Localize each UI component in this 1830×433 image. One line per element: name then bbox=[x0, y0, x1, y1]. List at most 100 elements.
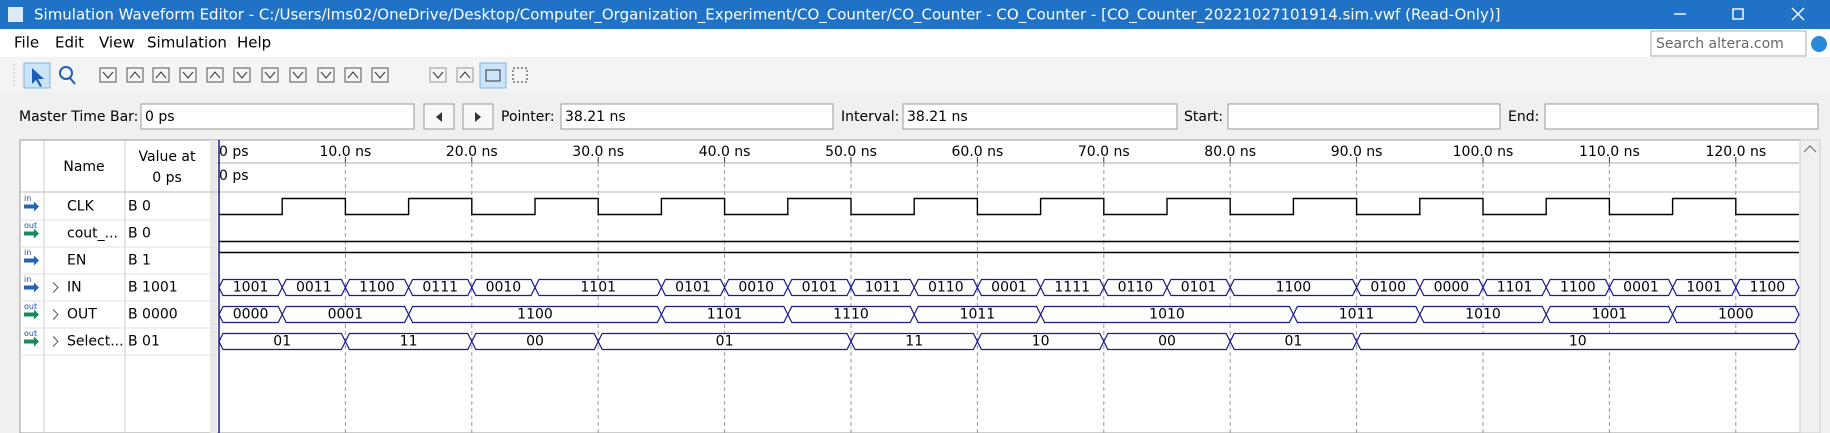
tool-glyph bbox=[459, 71, 471, 79]
snap-toggle[interactable] bbox=[479, 62, 507, 89]
bus-value: 1001 bbox=[1686, 280, 1722, 296]
time-tick-label: 10.0 ns bbox=[320, 144, 372, 160]
master-time-input[interactable] bbox=[140, 103, 415, 130]
bus-value: 1101 bbox=[707, 307, 743, 323]
search-placeholder: Search altera.com bbox=[1656, 36, 1784, 52]
pointer-label: Pointer: bbox=[501, 109, 555, 125]
tool-button[interactable] bbox=[261, 67, 279, 83]
signal-name: Select... bbox=[67, 334, 124, 350]
bus-value: 11 bbox=[905, 334, 923, 350]
zoom-handle bbox=[69, 77, 76, 85]
pointer-input[interactable] bbox=[560, 103, 834, 130]
scroll-up[interactable] bbox=[1803, 145, 1817, 153]
grid-icon[interactable] bbox=[512, 67, 528, 83]
splitter[interactable] bbox=[210, 140, 217, 433]
tool-glyph bbox=[320, 71, 332, 79]
bus-value: 0110 bbox=[1118, 280, 1154, 296]
pointer-value: 38.21 ns bbox=[565, 109, 626, 125]
port-direction: out bbox=[24, 329, 37, 338]
bus-value: 1011 bbox=[865, 280, 901, 296]
bus-value: 10 bbox=[1032, 334, 1050, 350]
bus-value: 1001 bbox=[233, 280, 269, 296]
start-input[interactable] bbox=[1227, 103, 1501, 130]
restore[interactable] bbox=[1732, 8, 1744, 20]
time-tick-label: 100.0 ns bbox=[1453, 144, 1514, 160]
tool-button[interactable] bbox=[344, 67, 362, 83]
time-tick-label: 60.0 ns bbox=[952, 144, 1004, 160]
end-label: End: bbox=[1508, 109, 1539, 125]
arrow-icon bbox=[32, 68, 44, 87]
expand-chevron[interactable] bbox=[52, 309, 59, 320]
tool-button[interactable] bbox=[152, 67, 170, 83]
tool-button[interactable] bbox=[179, 67, 197, 83]
tool-button[interactable] bbox=[429, 67, 447, 83]
tool-button[interactable] bbox=[317, 67, 335, 83]
signal-value: B 1001 bbox=[128, 280, 178, 296]
time-tick-label: 30.0 ns bbox=[572, 144, 624, 160]
toolbar bbox=[0, 58, 1830, 92]
bus-segment bbox=[1355, 332, 1800, 351]
time-tick-label: 50.0 ns bbox=[825, 144, 877, 160]
value-header: 0 ps bbox=[152, 170, 182, 186]
bus-value: 1100 bbox=[359, 280, 395, 296]
app-icon bbox=[8, 7, 23, 22]
master-time-value: 0 ps bbox=[145, 109, 175, 125]
window-title: Simulation Waveform Editor - C:/Users/lm… bbox=[34, 6, 1501, 25]
bus-value: 01 bbox=[1284, 334, 1302, 350]
menu-item[interactable]: Simulation bbox=[147, 34, 227, 52]
tool-button[interactable] bbox=[456, 67, 474, 83]
signal-value: B 0 bbox=[128, 199, 151, 215]
tool-button[interactable] bbox=[371, 67, 389, 83]
zoom-tool[interactable] bbox=[59, 66, 73, 80]
globe-icon[interactable] bbox=[1811, 36, 1827, 52]
tool-glyph bbox=[347, 71, 359, 79]
interval-label: Interval: bbox=[841, 109, 899, 125]
expand-chevron[interactable] bbox=[52, 336, 59, 347]
tool-button[interactable] bbox=[289, 67, 307, 83]
signal-name: OUT bbox=[67, 307, 97, 323]
bus-value: 0110 bbox=[928, 280, 964, 296]
tool-button[interactable] bbox=[99, 67, 117, 83]
tool-glyph bbox=[209, 71, 221, 79]
interval-value: 38.21 ns bbox=[907, 109, 968, 125]
tool-glyph bbox=[264, 71, 276, 79]
bus-value: 0000 bbox=[1434, 280, 1470, 296]
time-tick-label: 120.0 ns bbox=[1705, 144, 1766, 160]
time-tick-label: 40.0 ns bbox=[699, 144, 751, 160]
tool-button[interactable] bbox=[206, 67, 224, 83]
tool-glyph bbox=[374, 71, 386, 79]
port-direction: in bbox=[24, 275, 31, 284]
tool-glyph bbox=[292, 71, 304, 79]
bus-value: 0011 bbox=[296, 280, 332, 296]
bus-value: 11 bbox=[400, 334, 418, 350]
close[interactable] bbox=[1791, 7, 1805, 21]
tool-glyph bbox=[102, 71, 114, 79]
tool-glyph bbox=[155, 71, 167, 79]
time-tick-label: 80.0 ns bbox=[1204, 144, 1256, 160]
bus-value: 1100 bbox=[1750, 280, 1786, 296]
menu-item[interactable]: View bbox=[99, 34, 135, 52]
expand-chevron[interactable] bbox=[52, 282, 59, 293]
scrollbar[interactable] bbox=[1799, 139, 1821, 433]
menu-item[interactable]: Edit bbox=[55, 34, 84, 52]
tool-glyph bbox=[432, 71, 444, 79]
menu-bar bbox=[0, 29, 1830, 57]
bus-value: 00 bbox=[1158, 334, 1176, 350]
menu-item[interactable]: File bbox=[14, 34, 39, 52]
interval-input[interactable] bbox=[902, 103, 1178, 130]
window-controls bbox=[1674, 7, 1805, 21]
bus-value: 10 bbox=[1569, 334, 1587, 350]
search-box[interactable] bbox=[1650, 30, 1807, 57]
tool-button[interactable] bbox=[126, 67, 144, 83]
tool-glyph bbox=[182, 71, 194, 79]
bus-value: 1100 bbox=[517, 307, 553, 323]
signal-name: cout_... bbox=[67, 226, 118, 242]
end-input[interactable] bbox=[1544, 103, 1819, 130]
menu-item[interactable]: Help bbox=[237, 34, 271, 52]
tool-button[interactable] bbox=[233, 67, 251, 83]
bus-value: 0001 bbox=[991, 280, 1027, 296]
bus-segment bbox=[1735, 278, 1800, 297]
clock-wave bbox=[219, 197, 1799, 216]
